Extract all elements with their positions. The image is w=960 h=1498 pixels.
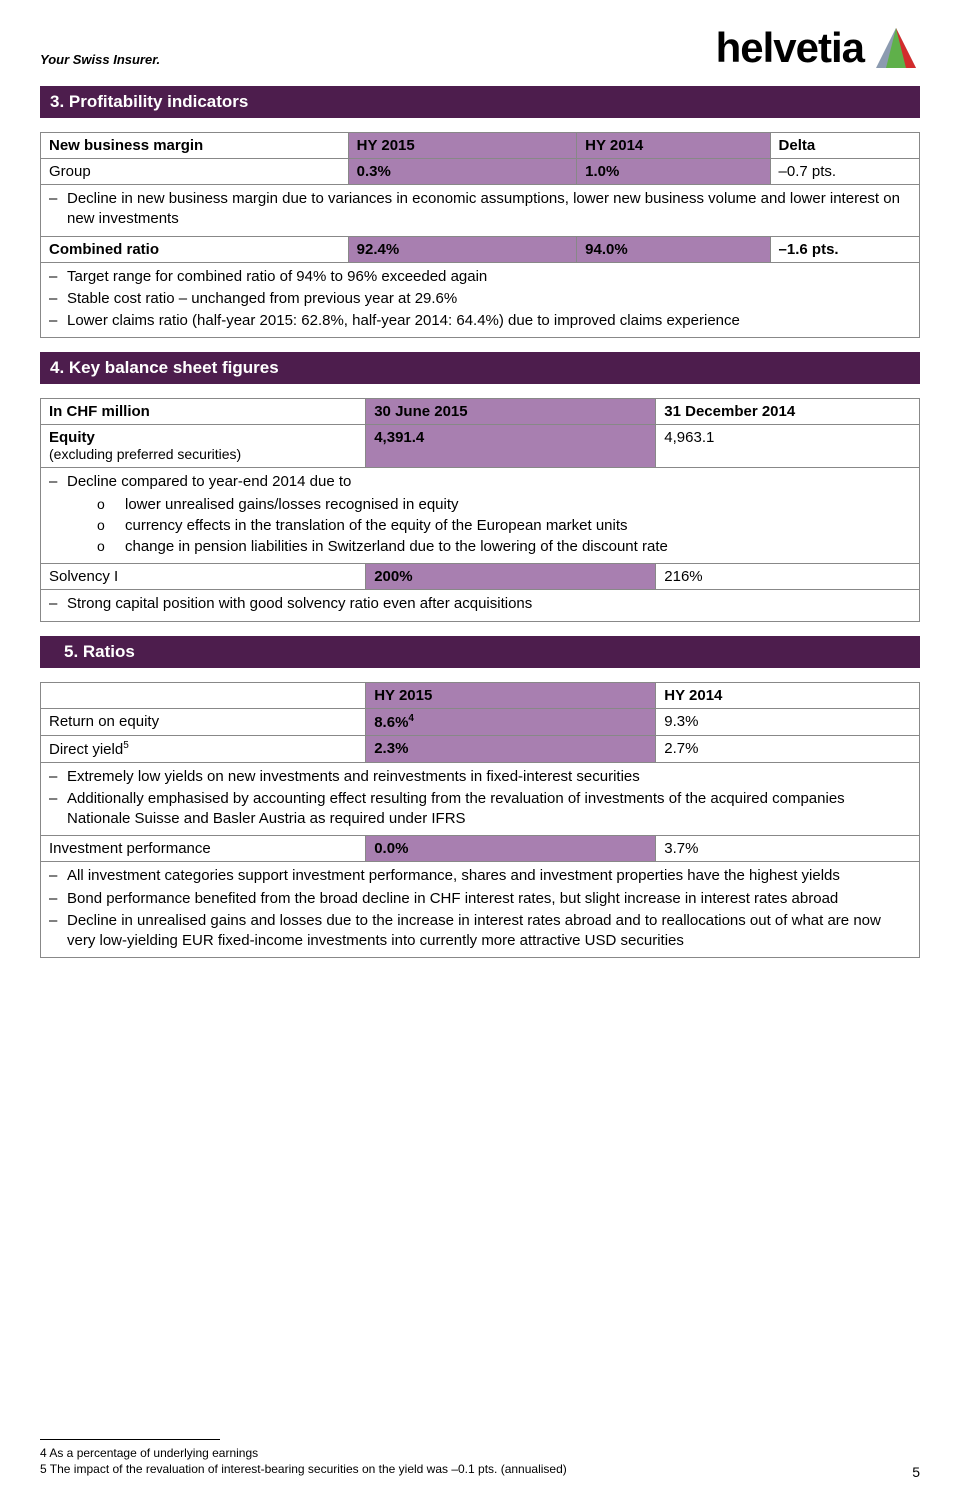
page-number: 5: [912, 1464, 920, 1480]
footnote-5: 5 The impact of the revaluation of inter…: [40, 1462, 920, 1476]
table-notes-row: Decline compared to year-end 2014 due to…: [41, 468, 920, 564]
cell-value: 9.3%: [656, 708, 920, 735]
page-header: Your Swiss Insurer. helvetia: [40, 24, 920, 72]
section-5-title: 5. Ratios: [40, 636, 920, 668]
table-row: Return on equity 8.6%4 9.3%: [41, 708, 920, 735]
col-header: HY 2014: [577, 133, 770, 159]
cell-label: Solvency I: [41, 564, 366, 590]
cell-value: 4,391.4: [366, 425, 656, 468]
col-header: [41, 682, 366, 708]
cell-value: 0.3%: [348, 159, 577, 185]
footnote-4: 4 As a percentage of underlying earnings: [40, 1446, 920, 1460]
logo-triangle-icon: [872, 24, 920, 72]
sub-note-item: currency effects in the translation of t…: [97, 516, 911, 536]
table-row: Solvency I 200% 216%: [41, 564, 920, 590]
table-row: Equity (excluding preferred securities) …: [41, 425, 920, 468]
note-item: Lower claims ratio (half-year 2015: 62.8…: [49, 311, 911, 331]
brand-name: helvetia: [716, 24, 864, 72]
col-header: Delta: [770, 133, 919, 159]
note-item: Decline in unrealised gains and losses d…: [49, 911, 911, 952]
cell-value: –1.6 pts.: [770, 236, 919, 262]
cell-value: 0.0%: [366, 836, 656, 862]
note-item: All investment categories support invest…: [49, 866, 911, 886]
cell-label: Group: [41, 159, 349, 185]
cell-label: Return on equity: [41, 708, 366, 735]
section-3-table: New business margin HY 2015 HY 2014 Delt…: [40, 132, 920, 338]
cell-label: Combined ratio: [41, 236, 349, 262]
col-header: 31 December 2014: [656, 399, 920, 425]
cell-value: 2.3%: [366, 735, 656, 762]
table-row: Direct yield5 2.3% 2.7%: [41, 735, 920, 762]
notes-list: Decline compared to year-end 2014 due to…: [49, 472, 911, 557]
section-4-title: 4. Key balance sheet figures: [40, 352, 920, 384]
notes-list: Extremely low yields on new investments …: [49, 767, 911, 830]
cell-value: 4,963.1: [656, 425, 920, 468]
note-item: Decline compared to year-end 2014 due to…: [49, 472, 911, 557]
table-notes-row: Strong capital position with good solven…: [41, 590, 920, 621]
footnotes: 4 As a percentage of underlying earnings…: [40, 1439, 920, 1478]
col-header: HY 2015: [348, 133, 577, 159]
table-notes-row: Decline in new business margin due to va…: [41, 185, 920, 237]
sub-notes-list: lower unrealised gains/losses recognised…: [67, 495, 911, 558]
note-item: Target range for combined ratio of 94% t…: [49, 267, 911, 287]
brand-logo: helvetia: [716, 24, 920, 72]
notes-list: All investment categories support invest…: [49, 866, 911, 951]
col-header: In CHF million: [41, 399, 366, 425]
note-item: Stable cost ratio – unchanged from previ…: [49, 289, 911, 309]
note-item: Decline in new business margin due to va…: [49, 189, 911, 230]
cell-label: Equity (excluding preferred securities): [41, 425, 366, 468]
note-item: Strong capital position with good solven…: [49, 594, 911, 614]
tagline: Your Swiss Insurer.: [40, 52, 160, 67]
note-item: Bond performance benefited from the broa…: [49, 889, 911, 909]
cell-label: Direct yield5: [41, 735, 366, 762]
cell-value: 94.0%: [577, 236, 770, 262]
table-notes-row: Extremely low yields on new investments …: [41, 762, 920, 836]
col-header: HY 2015: [366, 682, 656, 708]
table-notes-row: All investment categories support invest…: [41, 862, 920, 958]
table-header-row: HY 2015 HY 2014: [41, 682, 920, 708]
table-row: Combined ratio 92.4% 94.0% –1.6 pts.: [41, 236, 920, 262]
col-header: 30 June 2015: [366, 399, 656, 425]
cell-value: 2.7%: [656, 735, 920, 762]
col-header: HY 2014: [656, 682, 920, 708]
col-header: New business margin: [41, 133, 349, 159]
cell-value: 1.0%: [577, 159, 770, 185]
section-4-table: In CHF million 30 June 2015 31 December …: [40, 398, 920, 621]
notes-list: Strong capital position with good solven…: [49, 594, 911, 614]
table-row: Investment performance 0.0% 3.7%: [41, 836, 920, 862]
cell-value: 8.6%4: [366, 708, 656, 735]
sub-note-item: lower unrealised gains/losses recognised…: [97, 495, 911, 515]
table-row: Group 0.3% 1.0% –0.7 pts.: [41, 159, 920, 185]
cell-label: Investment performance: [41, 836, 366, 862]
notes-list: Decline in new business margin due to va…: [49, 189, 911, 230]
section-5-table: HY 2015 HY 2014 Return on equity 8.6%4 9…: [40, 682, 920, 959]
sub-note-item: change in pension liabilities in Switzer…: [97, 537, 911, 557]
note-item: Additionally emphasised by accounting ef…: [49, 789, 911, 830]
table-header-row: New business margin HY 2015 HY 2014 Delt…: [41, 133, 920, 159]
table-header-row: In CHF million 30 June 2015 31 December …: [41, 399, 920, 425]
note-item: Extremely low yields on new investments …: [49, 767, 911, 787]
table-notes-row: Target range for combined ratio of 94% t…: [41, 262, 920, 338]
notes-list: Target range for combined ratio of 94% t…: [49, 267, 911, 332]
cell-value: 92.4%: [348, 236, 577, 262]
section-3-title: 3. Profitability indicators: [40, 86, 920, 118]
cell-value: –0.7 pts.: [770, 159, 919, 185]
cell-value: 200%: [366, 564, 656, 590]
cell-value: 216%: [656, 564, 920, 590]
cell-value: 3.7%: [656, 836, 920, 862]
